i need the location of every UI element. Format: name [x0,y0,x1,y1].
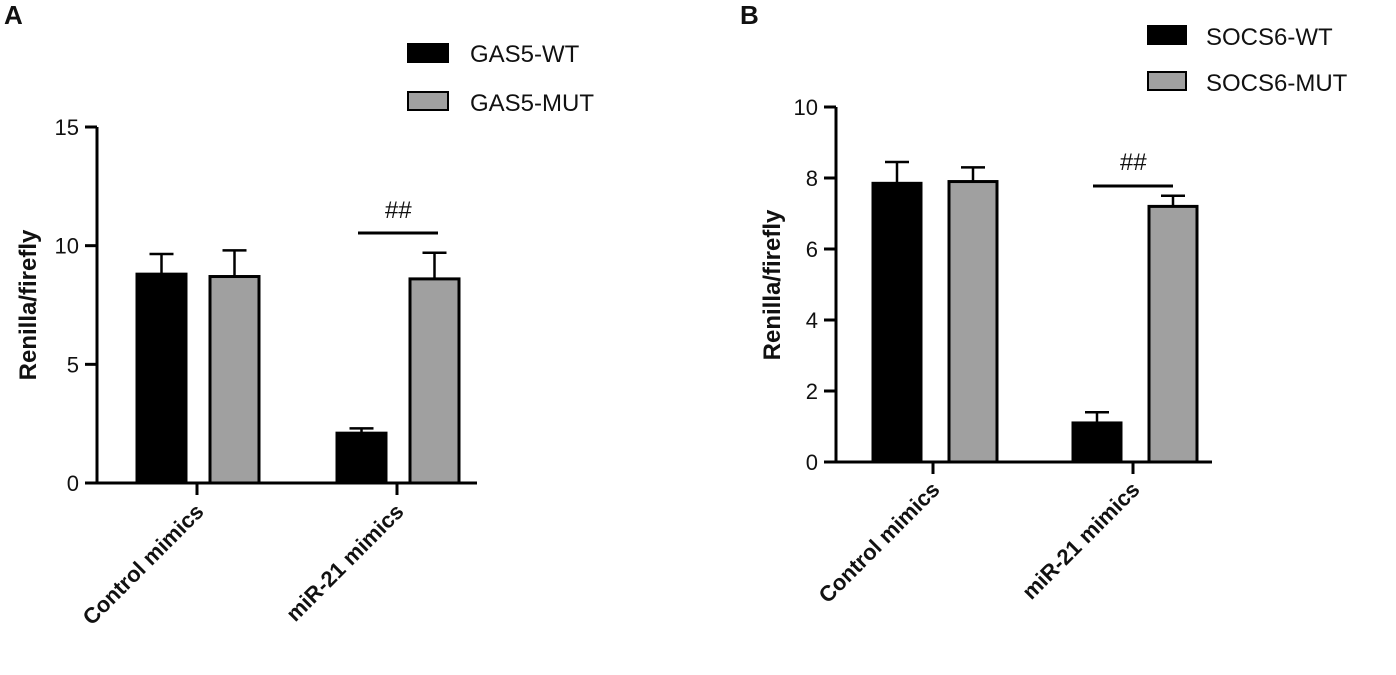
panel-a-bar [408,277,461,485]
panel-b-y-tick-label: 6 [806,237,818,262]
panel-a-category-label: miR-21 mimics [281,499,408,626]
panel-a-bar [135,272,188,485]
panel-b-bar [1147,204,1199,464]
panel-a-y-tick-label: 0 [67,471,79,496]
panel-b-ylabel: Renilla/firefly [759,209,786,360]
panel-b-y-tick-label: 0 [806,450,818,475]
panel-b-y-tick-label: 4 [806,308,818,333]
panel-a-letter: A [4,0,23,30]
panel-b-category-label: Control mimics [814,477,945,608]
panel-b-legend-label: SOCS6-MUT [1206,70,1348,97]
panel-b-bar [871,181,923,464]
panel-a-bar [335,431,388,485]
panel-b-significance-label: ## [1120,149,1147,176]
panel-a-y-tick-label: 15 [55,115,79,140]
panel-a-ylabel: Renilla/firefly [15,229,42,380]
panel-b-legend-swatch [1147,71,1187,91]
panel-a-legend-label: GAS5-WT [470,41,580,68]
panel-a-category-label: Control mimics [78,499,209,630]
panel-b-category-label: miR-21 mimics [1017,477,1144,604]
panel-a-legend-swatch [407,43,449,63]
panel-a-bar [208,275,261,485]
panel-a: A Renilla/firefly Control mimics miR-21 … [4,0,594,630]
panel-b-legend-label: SOCS6-WT [1206,24,1333,51]
panel-b-bar [947,180,999,464]
panel-a-legend-swatch [407,91,449,111]
panel-a-significance-label: ## [385,197,412,224]
panel-b: B Renilla/firefly Control mimics miR-21 … [740,0,1348,608]
panel-b-letter: B [740,0,759,30]
panel-b-legend-swatch [1147,25,1187,45]
panel-b-y-tick-label: 10 [794,95,818,120]
panel-b-bar [1071,421,1123,464]
panel-a-legend-label: GAS5-MUT [470,90,594,117]
panel-b-y-tick-label: 2 [806,379,818,404]
panel-b-y-tick-label: 8 [806,166,818,191]
panel-a-y-tick-label: 10 [55,234,79,259]
panel-a-y-tick-label: 5 [67,352,79,377]
